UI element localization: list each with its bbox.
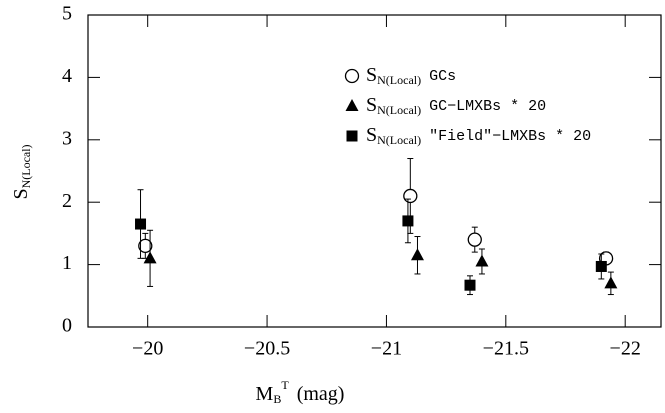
point bbox=[467, 232, 482, 247]
x-tick-label: −20 bbox=[132, 338, 163, 360]
y-tick-label: 5 bbox=[62, 3, 72, 25]
point bbox=[143, 251, 157, 264]
legend-marker bbox=[345, 99, 359, 111]
legend-name: "Field"−LMXBs * 20 bbox=[429, 128, 591, 145]
x-axis-label: MBT (mag) bbox=[256, 378, 345, 406]
point bbox=[135, 218, 147, 230]
legend-prefix: S bbox=[366, 64, 377, 86]
legend-prefix: S bbox=[366, 124, 377, 146]
legend-label: SN(Local) "Field"−LMXBs * 20 bbox=[366, 124, 591, 147]
x-tick-label: −20.5 bbox=[244, 338, 290, 360]
x-tick-label: −21.5 bbox=[483, 338, 529, 360]
point bbox=[464, 279, 476, 291]
point bbox=[410, 248, 424, 261]
y-tick-label: 0 bbox=[62, 315, 72, 337]
legend-name: GC−LMXBs * 20 bbox=[429, 98, 546, 115]
x-tick-label: −21 bbox=[371, 338, 402, 360]
legend-name: GCs bbox=[429, 68, 456, 85]
point bbox=[138, 238, 153, 254]
legend-prefix: S bbox=[366, 94, 377, 116]
y-tick-label: 3 bbox=[62, 127, 72, 149]
y-tick-label: 4 bbox=[62, 65, 72, 87]
y-tick-label: 2 bbox=[62, 190, 72, 212]
point bbox=[475, 254, 489, 267]
legend-prefix-sub: N(Local) bbox=[377, 133, 421, 147]
point bbox=[604, 276, 618, 289]
point bbox=[595, 260, 607, 272]
plot-frame bbox=[87, 14, 662, 328]
legend-label: SN(Local) GCs bbox=[366, 64, 456, 87]
point bbox=[403, 188, 418, 204]
legend-prefix-sub: N(Local) bbox=[377, 103, 421, 117]
x-tick-label: −22 bbox=[610, 338, 641, 360]
legend-marker bbox=[346, 130, 358, 142]
legend-marker bbox=[344, 68, 360, 84]
y-tick-label: 1 bbox=[62, 252, 72, 274]
legend-prefix-sub: N(Local) bbox=[377, 73, 421, 87]
y-axis-label: SN(Local) bbox=[10, 144, 33, 199]
point bbox=[402, 215, 414, 227]
legend-label: SN(Local) GC−LMXBs * 20 bbox=[366, 94, 546, 117]
